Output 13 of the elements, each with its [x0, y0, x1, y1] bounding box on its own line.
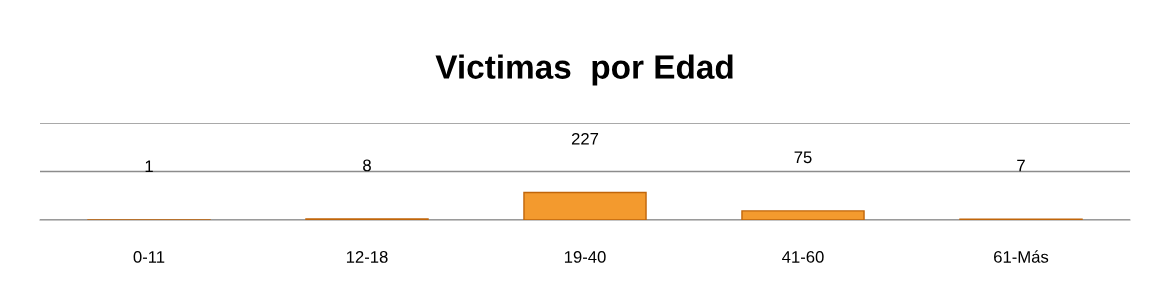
x-tick-label: 41-60 — [782, 251, 824, 263]
data-label: 8 — [363, 159, 371, 172]
data-label: 1 — [145, 160, 153, 172]
data-label: 227 — [571, 132, 599, 145]
bar — [523, 191, 647, 220]
x-tick-label: 12-18 — [346, 251, 388, 263]
x-tick-label: 19-40 — [564, 251, 606, 263]
chart-title: Victimas por Edad — [435, 54, 733, 86]
data-label: 7 — [1017, 159, 1025, 172]
x-tick-label: 61-Más — [994, 250, 1049, 263]
data-label: 75 — [794, 151, 812, 164]
x-tick-label: 0-11 — [133, 251, 165, 263]
bar — [741, 210, 865, 220]
